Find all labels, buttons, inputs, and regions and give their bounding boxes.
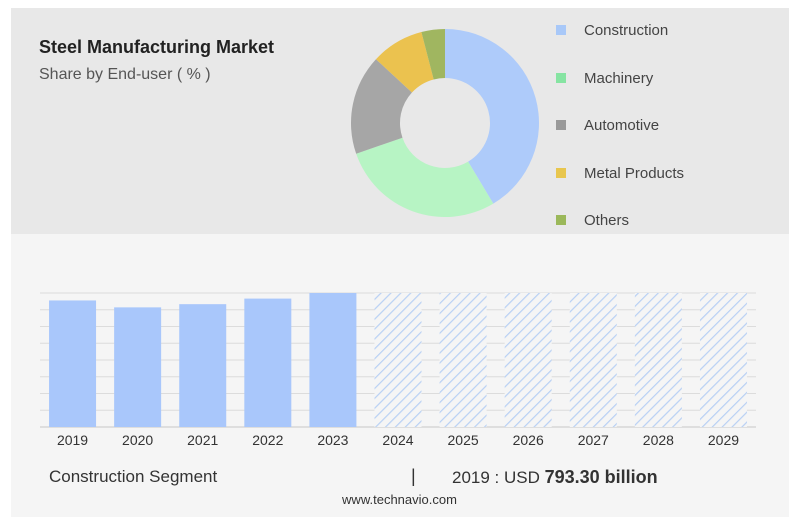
bar-chart: 2019 2020 2021 2022 2023 2024 2025 2026 2027 2028… bbox=[40, 292, 756, 448]
chart-subtitle: Share by End-user ( % ) bbox=[39, 66, 211, 83]
legend-swatch-machinery bbox=[556, 73, 566, 83]
donut-slice-machinery bbox=[356, 137, 494, 217]
donut-slice-automotive bbox=[351, 59, 412, 154]
bar-2023 bbox=[309, 293, 357, 427]
footer-separator: | bbox=[411, 466, 416, 486]
legend-item-construction: Construction bbox=[556, 20, 668, 40]
legend-swatch-others bbox=[556, 215, 566, 225]
forecast-bar-2026 bbox=[504, 293, 552, 427]
forecast-bar-2027 bbox=[569, 293, 617, 427]
legend-swatch-metal-products bbox=[556, 168, 566, 178]
segment-value: 2019 : USD 793.30 billion bbox=[452, 467, 658, 488]
x-tick-label-2022: 2022 bbox=[252, 432, 283, 448]
x-tick-label-2020: 2020 bbox=[122, 432, 153, 448]
donut-slice-metal-products bbox=[375, 32, 434, 93]
x-tick-label-2023: 2023 bbox=[317, 432, 348, 448]
legend-label-construction: Construction bbox=[584, 21, 669, 39]
donut-chart bbox=[351, 29, 539, 217]
bar-2019 bbox=[49, 300, 97, 427]
legend-item-automotive: Automotive bbox=[556, 115, 659, 135]
x-tick-label-2026: 2026 bbox=[513, 432, 544, 448]
legend-label-others: Others bbox=[584, 211, 630, 229]
source-link[interactable]: www.technavio.com bbox=[342, 492, 457, 507]
value-prefix: 2019 : USD bbox=[452, 468, 540, 487]
x-tick-label-2024: 2024 bbox=[382, 432, 413, 448]
legend-swatch-automotive bbox=[556, 120, 566, 130]
forecast-bar-2025 bbox=[439, 293, 487, 427]
legend-label-automotive: Automotive bbox=[584, 116, 660, 134]
bar-2022 bbox=[244, 298, 292, 427]
x-tick-label-2027: 2027 bbox=[578, 432, 609, 448]
x-tick-label-2021: 2021 bbox=[187, 432, 218, 448]
legend-swatch-construction bbox=[556, 25, 566, 35]
value-amount: 793.30 billion bbox=[544, 467, 658, 487]
donut-slice-others bbox=[421, 29, 445, 80]
legend-item-others: Others bbox=[556, 210, 629, 230]
segment-label: Construction Segment bbox=[49, 467, 218, 486]
legend-item-metal-products: Metal Products bbox=[556, 163, 684, 183]
x-tick-label-2025: 2025 bbox=[448, 432, 479, 448]
forecast-bar-2029 bbox=[699, 293, 747, 427]
forecast-bar-2028 bbox=[634, 293, 682, 427]
donut-slice-construction bbox=[445, 29, 539, 204]
forecast-bar-2024 bbox=[374, 293, 422, 427]
x-tick-label-2028: 2028 bbox=[643, 432, 674, 448]
legend-item-machinery: Machinery bbox=[556, 68, 653, 88]
legend-label-machinery: Machinery bbox=[584, 69, 654, 87]
bar-2021 bbox=[179, 304, 227, 427]
chart-title: Steel Manufacturing Market bbox=[39, 37, 275, 57]
legend-label-metal-products: Metal Products bbox=[584, 164, 685, 182]
x-tick-label-2029: 2029 bbox=[708, 432, 739, 448]
x-tick-label-2019: 2019 bbox=[57, 432, 88, 448]
bar-2020 bbox=[114, 307, 162, 427]
